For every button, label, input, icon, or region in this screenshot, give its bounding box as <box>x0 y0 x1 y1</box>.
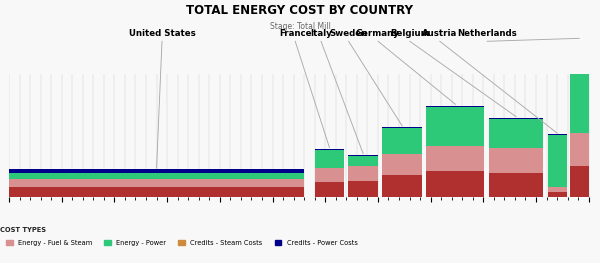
Bar <box>427 146 484 197</box>
Text: Stage: Total Mill: Stage: Total Mill <box>269 22 331 31</box>
Text: France: France <box>279 29 311 38</box>
Text: Netherlands: Netherlands <box>457 29 517 38</box>
Bar <box>9 169 304 173</box>
Text: Germany: Germany <box>356 29 400 38</box>
Bar <box>427 105 484 107</box>
Bar <box>349 166 378 197</box>
Bar <box>488 118 544 119</box>
Bar <box>548 135 566 187</box>
Bar <box>382 154 422 197</box>
Bar <box>382 127 422 128</box>
Legend: Energy - Fuel & Steam, Energy - Power, Credits - Steam Costs, Credits - Power Co: Energy - Fuel & Steam, Energy - Power, C… <box>4 237 360 248</box>
Bar <box>488 173 544 197</box>
Bar <box>314 168 344 197</box>
Bar <box>570 166 589 197</box>
Bar <box>488 148 544 197</box>
Bar <box>349 181 378 197</box>
Bar <box>314 149 344 150</box>
Text: Austria: Austria <box>422 29 457 38</box>
Text: Sweden: Sweden <box>329 29 368 38</box>
Bar <box>382 128 422 154</box>
Text: COST TYPES: COST TYPES <box>0 227 46 233</box>
Bar <box>488 119 544 148</box>
Text: Belgium: Belgium <box>390 29 430 38</box>
Bar <box>314 150 344 168</box>
Bar <box>427 107 484 146</box>
Text: United States: United States <box>128 29 196 38</box>
Bar <box>314 182 344 197</box>
Bar <box>548 187 566 197</box>
Bar <box>570 133 589 197</box>
Bar <box>570 40 589 41</box>
Bar <box>349 155 378 156</box>
Bar <box>382 175 422 197</box>
Bar <box>548 134 566 135</box>
Bar <box>9 173 304 179</box>
Bar <box>548 192 566 197</box>
Bar <box>9 187 304 197</box>
Text: Italy: Italy <box>310 29 332 38</box>
Bar <box>9 179 304 197</box>
Bar <box>427 171 484 197</box>
Bar <box>570 41 589 133</box>
Bar <box>349 156 378 166</box>
Text: TOTAL ENERGY COST BY COUNTRY: TOTAL ENERGY COST BY COUNTRY <box>187 4 413 17</box>
